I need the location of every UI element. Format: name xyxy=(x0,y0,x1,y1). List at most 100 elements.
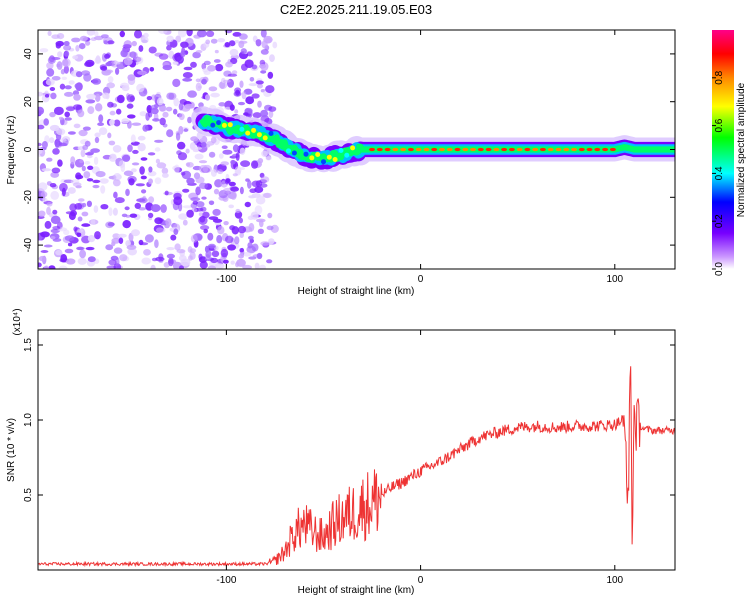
noise-blob xyxy=(156,162,167,169)
spectral-peak xyxy=(532,147,539,152)
noise-blob xyxy=(215,63,224,72)
noise-blob xyxy=(148,166,153,173)
noise-blob xyxy=(92,179,101,184)
noise-blob xyxy=(137,70,147,76)
noise-blob xyxy=(94,31,99,37)
noise-blob xyxy=(49,124,60,132)
noise-blob xyxy=(76,229,84,233)
noise-blob xyxy=(190,136,199,142)
noise-blob xyxy=(239,33,248,40)
noise-blob xyxy=(55,249,63,256)
spectral-blob xyxy=(251,127,257,133)
spectral-peak xyxy=(508,147,515,152)
spectral-blob xyxy=(350,145,356,151)
snr-ticks: -100 0 100 0.5 1.0 1.5 xyxy=(23,330,675,586)
spectral-blob xyxy=(245,130,251,136)
spectrogram-xlabel: Height of straight line (km) xyxy=(298,286,415,297)
noise-blob xyxy=(127,144,133,153)
noise-blob xyxy=(198,253,203,260)
noise-blob xyxy=(272,41,278,49)
noise-blob xyxy=(131,122,142,126)
noise-blob xyxy=(140,175,147,180)
spectral-peak xyxy=(454,147,461,152)
noise-blob xyxy=(83,171,91,179)
noise-blob xyxy=(51,76,61,81)
noise-blob xyxy=(74,83,81,89)
noise-blob xyxy=(43,118,49,126)
noise-blob xyxy=(190,197,201,202)
noise-blob xyxy=(79,159,84,164)
noise-blob xyxy=(230,186,240,192)
noise-blob xyxy=(122,154,131,162)
noise-blob xyxy=(64,91,74,97)
noise-blob xyxy=(268,106,277,112)
noise-blob xyxy=(158,30,168,34)
noise-blob xyxy=(56,128,66,136)
noise-blob xyxy=(111,174,117,181)
noise-blob xyxy=(255,80,264,85)
noise-blob xyxy=(49,183,57,188)
noise-blob xyxy=(166,253,175,259)
noise-blob xyxy=(256,252,263,260)
noise-blob xyxy=(170,234,177,241)
noise-blob xyxy=(212,218,223,223)
noise-blob xyxy=(214,49,219,54)
noise-blob xyxy=(194,153,204,160)
noise-blob xyxy=(47,56,56,64)
noise-blob xyxy=(140,157,148,161)
noise-blob xyxy=(150,264,156,269)
noise-blob xyxy=(38,210,46,217)
noise-blob xyxy=(102,92,109,99)
noise-blob xyxy=(115,174,122,180)
noise-blob xyxy=(112,145,122,153)
spectral-peak xyxy=(415,147,422,152)
noise-blob xyxy=(260,49,269,55)
noise-blob xyxy=(210,92,220,98)
noise-blob xyxy=(98,114,104,123)
colorbar-tick-label: 0.8 xyxy=(714,70,725,84)
noise-blob xyxy=(201,78,207,85)
noise-blob xyxy=(129,213,138,218)
noise-blob xyxy=(179,265,184,269)
noise-blob xyxy=(72,55,79,60)
noise-blob xyxy=(162,64,173,71)
noise-blob xyxy=(67,131,76,135)
noise-blob xyxy=(115,67,120,75)
noise-blob xyxy=(189,142,196,151)
noise-blob xyxy=(228,40,236,47)
noise-blob xyxy=(260,241,270,246)
noise-blob xyxy=(177,30,187,38)
noise-blob xyxy=(165,218,172,227)
noise-blob xyxy=(141,257,151,265)
noise-blob xyxy=(211,250,220,258)
noise-blob xyxy=(105,244,114,251)
noise-blob xyxy=(44,94,50,98)
noise-blob xyxy=(64,111,70,118)
noise-blob xyxy=(95,103,103,112)
noise-blob xyxy=(120,49,128,58)
noise-blob xyxy=(218,81,228,89)
noise-blob xyxy=(208,86,218,92)
noise-blob xyxy=(123,170,134,177)
spectrogram-ticks: -100 0 100 -40 -20 0 20 40 xyxy=(23,30,675,285)
noise-blob xyxy=(99,178,109,184)
noise-blob xyxy=(174,243,181,251)
noise-blob xyxy=(210,38,218,44)
noise-blob xyxy=(143,249,151,256)
noise-blob xyxy=(234,166,242,174)
snr-panel: -100 0 100 0.5 1.0 1.5 Height of straight lin… xyxy=(6,308,676,596)
noise-blob xyxy=(186,162,194,168)
noise-blob xyxy=(173,228,179,235)
noise-blob xyxy=(158,253,164,261)
noise-blob xyxy=(186,209,194,218)
noise-blob xyxy=(58,116,64,120)
spectral-peak xyxy=(376,147,383,152)
noise-blob xyxy=(107,132,112,139)
noise-blob xyxy=(239,186,244,195)
noise-blob xyxy=(154,239,159,249)
noise-blob xyxy=(75,174,84,180)
spectral-blob xyxy=(321,159,326,165)
noise-blob xyxy=(121,85,130,92)
noise-blob xyxy=(63,41,70,46)
noise-blob xyxy=(73,123,81,129)
